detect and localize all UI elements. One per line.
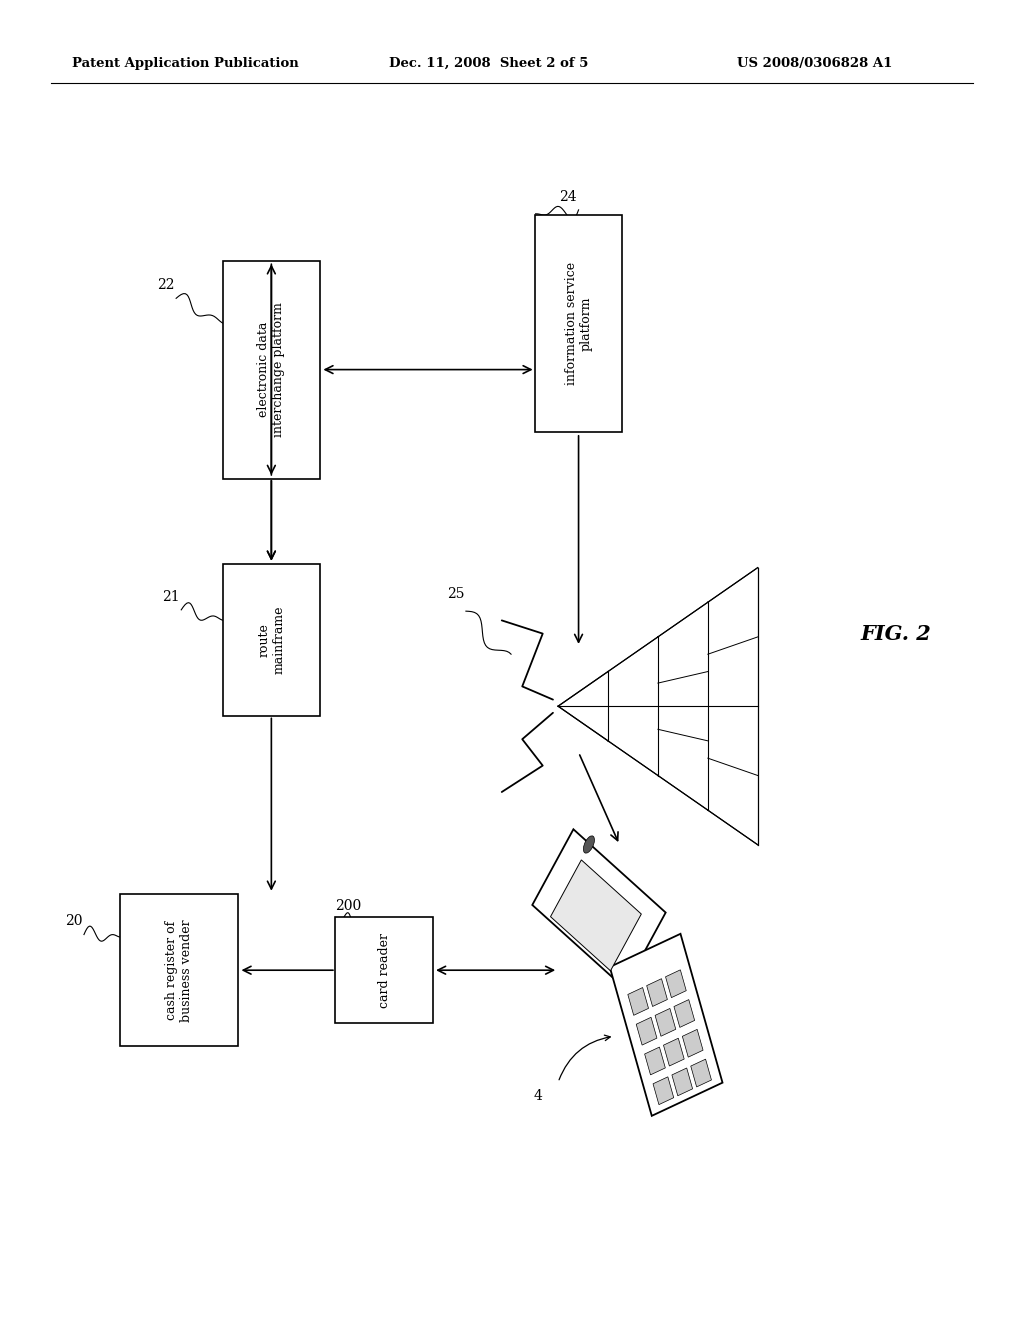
Text: electronic data
interchange platform: electronic data interchange platform (257, 302, 286, 437)
Text: cash register of
business vender: cash register of business vender (165, 919, 194, 1022)
Ellipse shape (584, 836, 595, 853)
Polygon shape (674, 999, 694, 1027)
Text: card reader: card reader (378, 933, 390, 1007)
Polygon shape (647, 978, 668, 1006)
Polygon shape (636, 1018, 657, 1045)
Text: 25: 25 (446, 587, 465, 601)
Bar (121, 895, 238, 1045)
Text: Patent Application Publication: Patent Application Publication (72, 57, 298, 70)
Polygon shape (672, 1068, 692, 1096)
Polygon shape (666, 970, 686, 998)
Text: US 2008/0306828 A1: US 2008/0306828 A1 (737, 57, 893, 70)
Text: Dec. 11, 2008  Sheet 2 of 5: Dec. 11, 2008 Sheet 2 of 5 (389, 57, 589, 70)
Polygon shape (609, 933, 723, 1115)
Text: 24: 24 (559, 190, 578, 203)
Bar (535, 214, 622, 433)
Polygon shape (664, 1039, 684, 1067)
Polygon shape (682, 1030, 703, 1057)
Text: FIG. 2: FIG. 2 (860, 623, 932, 644)
Polygon shape (655, 1008, 676, 1036)
Text: route
mainframe: route mainframe (257, 606, 286, 675)
Bar (223, 261, 319, 479)
Polygon shape (645, 1047, 666, 1074)
Polygon shape (532, 829, 666, 989)
Text: 200: 200 (335, 899, 361, 912)
Polygon shape (691, 1059, 712, 1086)
Text: 4: 4 (534, 1089, 542, 1102)
Text: 22: 22 (157, 279, 175, 292)
Text: 21: 21 (162, 590, 180, 603)
Text: 20: 20 (65, 915, 83, 928)
Polygon shape (628, 987, 648, 1015)
Text: information service
platform: information service platform (564, 261, 593, 385)
Bar (336, 917, 432, 1023)
Polygon shape (551, 859, 641, 970)
Bar (223, 565, 319, 715)
Polygon shape (653, 1077, 674, 1105)
